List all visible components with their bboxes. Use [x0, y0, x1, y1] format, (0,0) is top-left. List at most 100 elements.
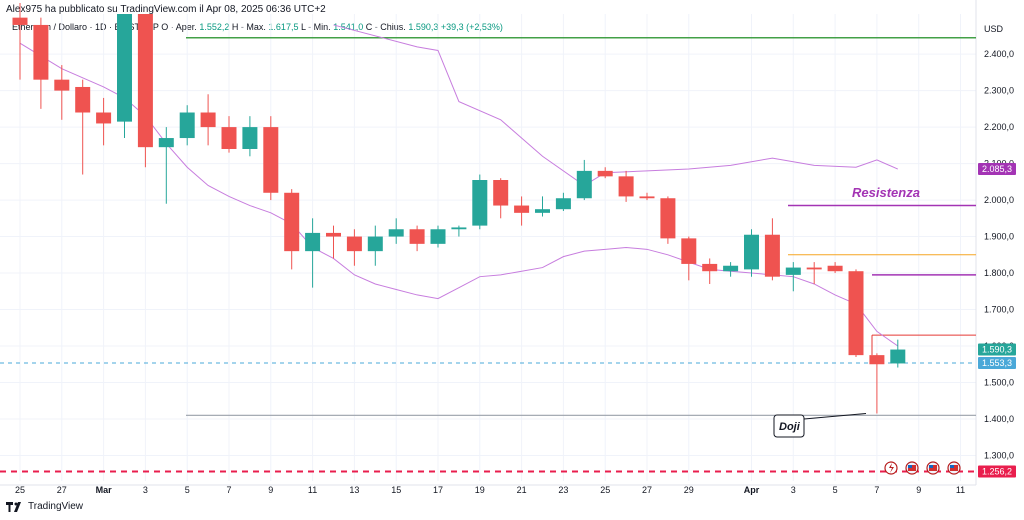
- candle: [744, 229, 759, 277]
- candle: [681, 236, 697, 281]
- price-label-text: 1.590,3: [982, 345, 1012, 355]
- y-tick-label: 2.200,0: [984, 122, 1014, 132]
- candle: [12, 3, 28, 80]
- x-tick-label: 23: [558, 485, 568, 495]
- candle-body: [535, 209, 550, 213]
- x-tick-label: 11: [308, 485, 317, 495]
- candle: [639, 192, 655, 201]
- candle: [388, 218, 404, 244]
- annotations: Resistenza Doji: [773, 185, 961, 475]
- candle-body: [764, 234, 780, 277]
- candle-body: [326, 232, 341, 237]
- candle-body: [744, 234, 759, 270]
- y-tick-label: 2.400,0: [984, 49, 1014, 59]
- x-tick-label: 25: [600, 485, 610, 495]
- candle-body: [346, 236, 362, 252]
- x-tick-label: 27: [642, 485, 652, 495]
- candle-body: [305, 232, 321, 252]
- candle: [33, 17, 49, 109]
- candle-body: [785, 267, 801, 275]
- candle: [96, 97, 112, 146]
- candle-body: [33, 24, 49, 80]
- candle-body: [472, 180, 488, 226]
- open-text: Aper.: [175, 22, 197, 32]
- candle: [263, 116, 279, 201]
- candle-body: [96, 112, 112, 124]
- x-tick-label: 25: [15, 485, 25, 495]
- candle-body: [242, 127, 258, 149]
- price-label-box: [978, 343, 1016, 356]
- event-flag-canton: [929, 465, 933, 468]
- doji-box: [773, 414, 805, 438]
- publisher-header: Alex975 ha pubblicato su TradingView.com…: [6, 4, 326, 15]
- x-tick-label: 27: [57, 485, 67, 495]
- price-axis[interactable]: USD2.400,02.300,02.200,02.100,02.000,01.…: [978, 24, 1016, 478]
- y-tick-label: 2.000,0: [984, 195, 1014, 205]
- candle-body: [555, 198, 571, 210]
- low-value: 1.541,0: [333, 22, 364, 32]
- x-tick-label: 3: [143, 485, 148, 495]
- candle: [242, 116, 258, 157]
- candle: [326, 225, 341, 259]
- event-flag-canton: [950, 465, 954, 468]
- time-axis[interactable]: 25 27 Mar 3 5 7 9 11 13 15 17 19 21 23 25 27 29 Apr 3 5 7 9 11: [15, 485, 965, 495]
- price-label-box: [978, 162, 1016, 175]
- candle-body: [681, 238, 697, 264]
- candle-body: [409, 229, 425, 244]
- candle-body: [137, 14, 153, 148]
- x-tick-label: 5: [185, 485, 190, 495]
- y-tick-label: 1.400,0: [984, 414, 1014, 424]
- x-tick-label: Apr: [744, 485, 760, 495]
- candle-body: [723, 265, 739, 272]
- candle-body: [451, 227, 467, 230]
- price-label-box: [978, 465, 1016, 478]
- x-tick-label: 5: [833, 485, 838, 495]
- candle-body: [221, 127, 237, 149]
- grid-lines: [0, 0, 977, 486]
- axis-currency-label: USD: [984, 24, 1004, 34]
- candle-body: [158, 138, 174, 148]
- price-label-text: 1.553,3: [982, 358, 1012, 368]
- candles-group: [12, 3, 906, 414]
- candle: [75, 79, 91, 175]
- candle: [848, 269, 864, 357]
- y-tick-label: 1.900,0: [984, 232, 1014, 242]
- candle-body: [848, 271, 864, 356]
- event-flag-icon: [905, 461, 919, 475]
- candle: [576, 159, 592, 201]
- candle-body: [179, 112, 195, 139]
- candle: [284, 189, 300, 270]
- candle: [200, 94, 216, 146]
- candle: [702, 258, 718, 284]
- candle-body: [597, 170, 613, 177]
- candle: [618, 170, 634, 202]
- candle: [869, 353, 885, 414]
- footer-brand: TradingView: [6, 501, 83, 512]
- open-label: O: [161, 22, 169, 32]
- footer-brand-label: TradingView: [28, 501, 84, 512]
- x-tick-label: 13: [349, 485, 359, 495]
- y-tick-label: 1.700,0: [984, 305, 1014, 315]
- doji-label: Doji: [779, 421, 801, 433]
- x-tick-label: 15: [391, 485, 401, 495]
- candle: [535, 196, 550, 217]
- candle-body: [54, 79, 70, 91]
- price-label-box: [978, 357, 1016, 370]
- event-bolt: [889, 463, 894, 473]
- candle-body: [660, 198, 676, 239]
- candle: [346, 229, 362, 266]
- x-tick-label: 9: [268, 485, 273, 495]
- x-tick-label: 9: [916, 485, 921, 495]
- candle: [493, 178, 509, 219]
- candle: [117, 14, 132, 139]
- high-value: 1.617,5: [268, 22, 299, 32]
- candle-body: [702, 263, 718, 272]
- candle-body: [869, 355, 885, 365]
- tradingview-logo-icon: [6, 501, 21, 512]
- symbol-legend: Ethereum / Dollaro · 1D · BITSTAMP O · A…: [12, 22, 503, 32]
- candle-body: [493, 180, 509, 206]
- candle: [472, 174, 488, 230]
- price-label-text: 1.256,2: [982, 466, 1012, 476]
- low-text: Min.: [313, 22, 331, 32]
